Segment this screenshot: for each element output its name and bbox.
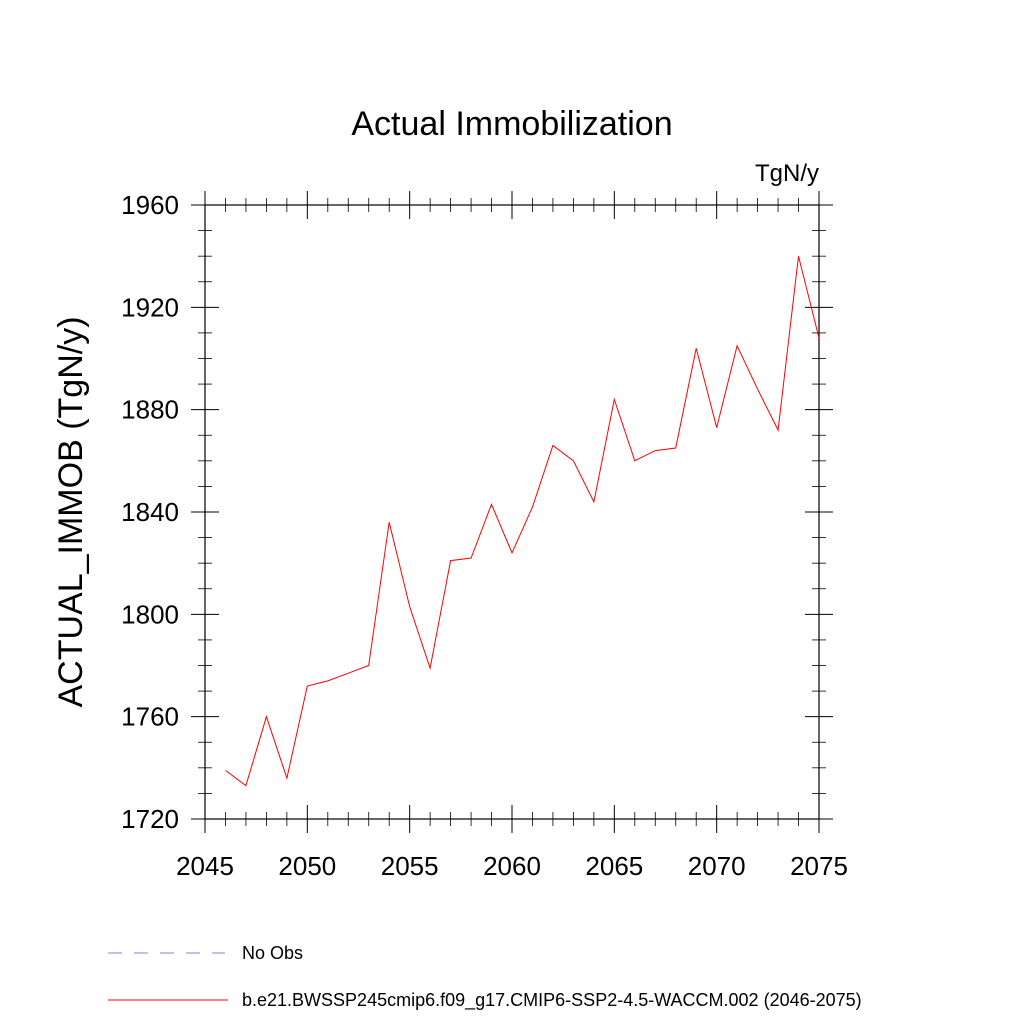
x-tick-label: 2075	[790, 851, 848, 881]
legend-label-model: b.e21.BWSSP245cmip6.f09_g17.CMIP6-SSP2-4…	[242, 990, 862, 1011]
x-tick-label: 2055	[381, 851, 439, 881]
y-tick-label: 1880	[121, 395, 179, 425]
legend-label-no-obs: No Obs	[242, 943, 303, 963]
units-label: TgN/y	[755, 160, 819, 187]
axis-ticks	[191, 191, 833, 833]
x-tick-label: 2050	[278, 851, 336, 881]
legend: No Obs b.e21.BWSSP245cmip6.f09_g17.CMIP6…	[108, 943, 862, 1011]
y-tick-label: 1760	[121, 702, 179, 732]
series-line	[225, 256, 820, 787]
chart-title: Actual Immobilization	[351, 105, 672, 143]
y-tick-label: 1720	[121, 804, 179, 834]
plot-frame	[204, 204, 820, 820]
y-tick-label: 1920	[121, 292, 179, 322]
x-tick-label: 2060	[483, 851, 541, 881]
y-tick-label: 1840	[121, 497, 179, 527]
x-tick-label: 2045	[176, 851, 234, 881]
axis-tick-labels: 2045 2050 2055 2060 2065 2070 2075 1720 1760 1800…	[121, 190, 848, 881]
y-axis-label: ACTUAL_IMMOB (TgN/y)	[52, 316, 90, 707]
x-tick-label: 2065	[585, 851, 643, 881]
series-layer	[225, 256, 820, 787]
y-tick-label: 1960	[121, 190, 179, 220]
y-tick-label: 1800	[121, 599, 179, 629]
x-tick-label: 2070	[688, 851, 746, 881]
